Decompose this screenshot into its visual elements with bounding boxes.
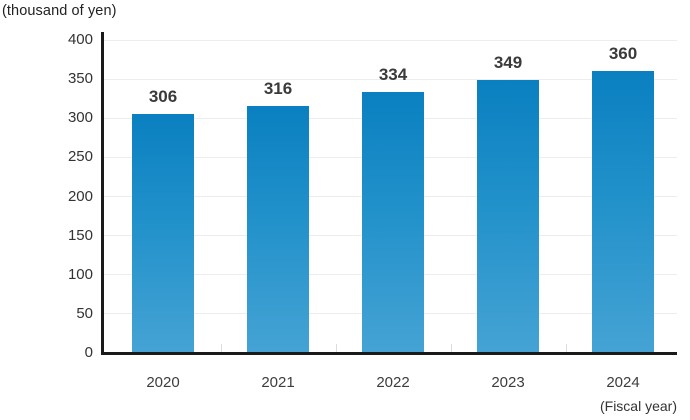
x-axis-category-label-2020: 2020 bbox=[146, 374, 180, 391]
chart-unit-label: (thousand of yen) bbox=[2, 3, 117, 19]
y-axis-tick-label-100: 100 bbox=[67, 265, 93, 283]
bar-2023 bbox=[477, 79, 539, 353]
y-axis-tick-label-150: 150 bbox=[67, 226, 93, 244]
category-boundary-tick bbox=[335, 344, 337, 352]
y-axis-tick-label-400: 400 bbox=[67, 31, 93, 48]
x-axis-category-label-2024: 2024 bbox=[606, 374, 640, 391]
bar-value-label-2022: 334 bbox=[378, 64, 408, 84]
bar-2020 bbox=[132, 113, 194, 353]
bar-value-label-2020: 306 bbox=[148, 86, 178, 106]
x-axis-category-label-2022: 2022 bbox=[376, 374, 410, 391]
x-axis-unit-label: (Fiscal year) bbox=[599, 398, 677, 414]
category-boundary-tick bbox=[450, 344, 452, 352]
bar-2021 bbox=[247, 105, 309, 353]
category-boundary-tick bbox=[565, 344, 567, 352]
bar-value-label-2021: 316 bbox=[263, 78, 293, 98]
y-axis-tick-label-300: 300 bbox=[67, 109, 93, 127]
x-axis-category-label-2021: 2021 bbox=[261, 374, 295, 391]
y-axis-tick-label-0: 0 bbox=[84, 344, 93, 361]
x-axis-category-label-2023: 2023 bbox=[491, 374, 525, 391]
y-axis-tick-label-200: 200 bbox=[67, 187, 93, 205]
y-axis-line bbox=[101, 32, 104, 355]
gridline-400 bbox=[103, 39, 677, 41]
bar-2022 bbox=[362, 91, 424, 353]
bar-value-label-2023: 349 bbox=[493, 52, 523, 72]
y-axis-tick-label-350: 350 bbox=[67, 70, 93, 88]
y-axis-tick-label-50: 50 bbox=[76, 304, 93, 322]
y-axis-tick-label-250: 250 bbox=[67, 148, 93, 166]
bar-2024 bbox=[592, 71, 654, 353]
x-axis-line bbox=[101, 352, 677, 355]
category-boundary-tick bbox=[220, 344, 222, 352]
bar-value-label-2024: 360 bbox=[608, 44, 638, 64]
gridline-350 bbox=[103, 78, 677, 80]
